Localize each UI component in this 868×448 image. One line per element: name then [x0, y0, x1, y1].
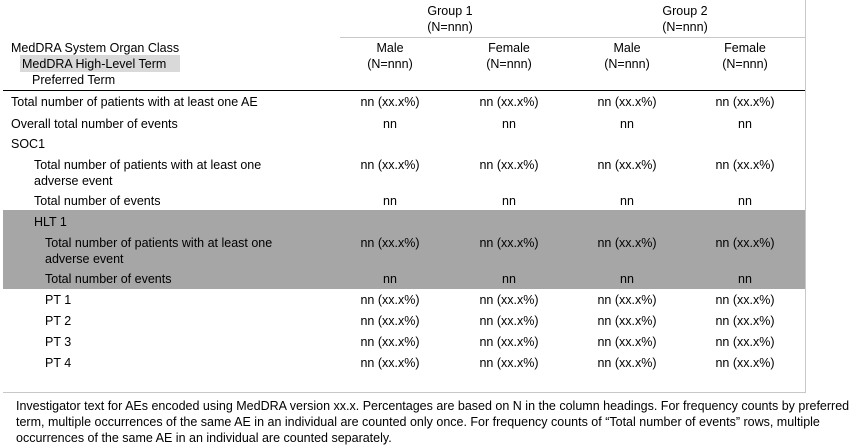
table-cell: nn (xx.x%) — [360, 95, 420, 109]
table-cell: nn (xx.x%) — [360, 335, 420, 349]
table-cell: nn (xx.x%) — [479, 95, 539, 109]
table-cell: nn — [383, 272, 397, 286]
table-cell: nn (xx.x%) — [597, 158, 657, 172]
table-cell: nn (xx.x%) — [597, 95, 657, 109]
group-divider — [340, 37, 805, 38]
table-cell: nn — [620, 194, 634, 208]
group-2-name: Group 2 — [662, 4, 708, 18]
table-cell: nn (xx.x%) — [597, 293, 657, 307]
row-soc-patients-label-1: Total number of patients with at least o… — [34, 158, 262, 172]
row-hlt1-label: HLT 1 — [34, 215, 67, 229]
col-4-sex: Female — [724, 41, 766, 55]
col-4-n: (N=nnn) — [722, 57, 768, 71]
row-hlt-patients-label-2: adverse event — [45, 252, 124, 266]
table-cell: nn (xx.x%) — [597, 236, 657, 250]
group-1-n: (N=nnn) — [427, 20, 473, 34]
table-cell: nn — [383, 117, 397, 131]
row-soc1-label: SOC1 — [11, 137, 46, 151]
table-cell: nn — [738, 272, 752, 286]
table-cell: nn (xx.x%) — [360, 356, 420, 370]
table-cell: nn (xx.x%) — [479, 236, 539, 250]
table-cell: nn (xx.x%) — [360, 158, 420, 172]
col-2-sex: Female — [488, 41, 530, 55]
table-cell: nn (xx.x%) — [715, 293, 775, 307]
table-cell: nn — [502, 194, 516, 208]
table-cell: nn (xx.x%) — [715, 356, 775, 370]
row-hlt-events-label: Total number of events — [45, 272, 172, 286]
row-pt2-label: PT 2 — [45, 314, 72, 328]
table-cell: nn (xx.x%) — [715, 335, 775, 349]
stub-soc: MedDRA System Organ Class — [11, 41, 180, 55]
row-soc-events-label: Total number of events — [34, 194, 161, 208]
table-cell: nn — [620, 117, 634, 131]
col-3-sex: Male — [613, 41, 641, 55]
table-cell: nn — [738, 194, 752, 208]
table-cell: nn (xx.x%) — [479, 314, 539, 328]
hlt-label-highlight — [20, 55, 180, 72]
table-cell: nn — [620, 272, 634, 286]
table-cell: nn (xx.x%) — [479, 335, 539, 349]
table-cell: nn — [738, 117, 752, 131]
row-overall-events-label: Overall total number of events — [11, 117, 178, 131]
table-frame — [3, 0, 806, 393]
table-cell: nn (xx.x%) — [715, 314, 775, 328]
table-cell: nn (xx.x%) — [715, 158, 775, 172]
row-hlt-patients-label-1: Total number of patients with at least o… — [45, 236, 273, 250]
table-cell: nn — [502, 272, 516, 286]
table-cell: nn (xx.x%) — [715, 236, 775, 250]
hlt-shaded-block — [3, 210, 805, 289]
header-rule — [3, 90, 805, 91]
table-cell: nn — [383, 194, 397, 208]
table-cell: nn (xx.x%) — [360, 236, 420, 250]
group-2-n: (N=nnn) — [662, 20, 708, 34]
stub-pt: Preferred Term — [32, 73, 116, 87]
row-pt3-label: PT 3 — [45, 335, 72, 349]
col-2-n: (N=nnn) — [486, 57, 532, 71]
col-1-sex: Male — [376, 41, 404, 55]
footnote: Investigator text for AEs encoded using … — [16, 399, 850, 445]
col-3-n: (N=nnn) — [604, 57, 650, 71]
col-1-n: (N=nnn) — [367, 57, 413, 71]
table-cell: nn (xx.x%) — [360, 293, 420, 307]
table-cell: nn (xx.x%) — [479, 293, 539, 307]
row-pt1-label: PT 1 — [45, 293, 72, 307]
stub-hlt: MedDRA High-Level Term — [22, 57, 167, 71]
group-1-name: Group 1 — [427, 4, 473, 18]
table-cell: nn (xx.x%) — [479, 158, 539, 172]
table-cell: nn (xx.x%) — [479, 356, 539, 370]
table-cell: nn (xx.x%) — [597, 356, 657, 370]
table-cell: nn (xx.x%) — [715, 95, 775, 109]
row-total-patients-label: Total number of patients with at least o… — [11, 95, 258, 109]
table-cell: nn (xx.x%) — [360, 314, 420, 328]
table-cell: nn (xx.x%) — [597, 335, 657, 349]
row-pt4-label: PT 4 — [45, 356, 72, 370]
table-cell: nn — [502, 117, 516, 131]
row-soc-patients-label-2: adverse event — [34, 174, 113, 188]
table-cell: nn (xx.x%) — [597, 314, 657, 328]
